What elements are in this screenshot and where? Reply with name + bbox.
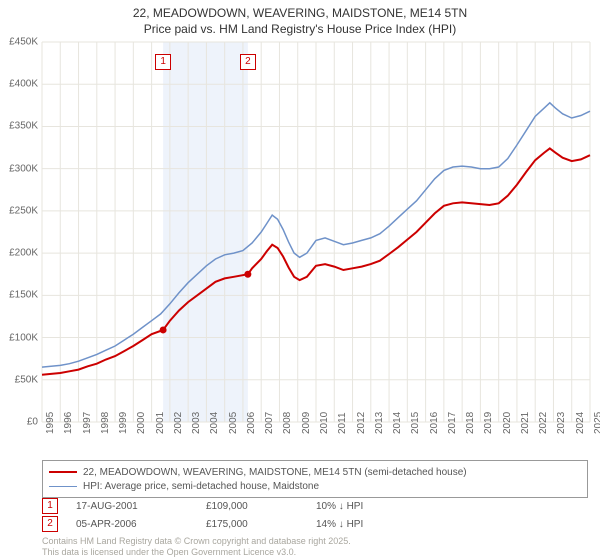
legend-box: 22, MEADOWDOWN, WEAVERING, MAIDSTONE, ME… [42,460,588,498]
sale-marker-label: 1 [47,500,53,511]
y-axis-tick-label: £300K [0,163,38,174]
y-axis-tick-label: £250K [0,205,38,216]
sale-price: £109,000 [206,501,316,512]
sale-date: 17-AUG-2001 [76,501,206,512]
x-axis-tick-label: 2025 [593,412,600,434]
attribution-line1: Contains HM Land Registry data © Crown c… [42,536,351,546]
y-axis-tick-label: £400K [0,79,38,90]
y-axis-tick-label: £450K [0,37,38,48]
legend-swatch [49,471,77,473]
legend-text: HPI: Average price, semi-detached house,… [83,481,319,492]
chart-title: 22, MEADOWDOWN, WEAVERING, MAIDSTONE, ME… [0,0,600,37]
x-axis-tick-label: 2002 [173,412,184,434]
x-axis-tick-label: 2011 [337,412,348,434]
x-axis-tick-label: 2007 [264,412,275,434]
attribution-text: Contains HM Land Registry data © Crown c… [42,536,351,558]
y-axis-tick-label: £150K [0,290,38,301]
x-axis-tick-label: 2016 [429,412,440,434]
chart-sale-marker-icon: 2 [240,54,256,70]
sales-table: 1 17-AUG-2001 £109,000 10% ↓ HPI 2 05-AP… [42,498,426,534]
x-axis-tick-label: 2017 [447,412,458,434]
attribution-line2: This data is licensed under the Open Gov… [42,547,296,557]
x-axis-tick-label: 2018 [465,412,476,434]
title-line1: 22, MEADOWDOWN, WEAVERING, MAIDSTONE, ME… [133,6,467,20]
x-axis-tick-label: 2022 [538,412,549,434]
x-axis-tick-label: 2019 [483,412,494,434]
sale-row: 1 17-AUG-2001 £109,000 10% ↓ HPI [42,498,426,514]
y-axis-tick-label: £100K [0,332,38,343]
sale-delta: 10% ↓ HPI [316,501,426,512]
chart-plot-area: 12£0£50K£100K£150K£200K£250K£300K£350K£4… [42,42,590,422]
y-axis-tick-label: £200K [0,248,38,259]
y-axis-tick-label: £350K [0,121,38,132]
sale-date: 05-APR-2006 [76,519,206,530]
chart-svg [42,42,590,422]
title-line2: Price paid vs. HM Land Registry's House … [144,22,456,36]
sale-delta: 14% ↓ HPI [316,519,426,530]
sale-marker-label: 2 [47,518,53,529]
x-axis-tick-label: 2023 [556,412,567,434]
y-axis-tick-label: £0 [0,417,38,428]
x-axis-tick-label: 2012 [356,412,367,434]
x-axis-tick-label: 2020 [502,412,513,434]
x-axis-tick-label: 2009 [301,412,312,434]
chart-container: 22, MEADOWDOWN, WEAVERING, MAIDSTONE, ME… [0,0,600,560]
x-axis-tick-label: 2003 [191,412,202,434]
sale-marker-icon: 2 [42,516,58,532]
legend-swatch [49,486,77,487]
sale-price: £175,000 [206,519,316,530]
sale-row: 2 05-APR-2006 £175,000 14% ↓ HPI [42,516,426,532]
x-axis-tick-label: 1997 [82,412,93,434]
x-axis-tick-label: 2013 [374,412,385,434]
y-axis-tick-label: £50K [0,374,38,385]
x-axis-tick-label: 1999 [118,412,129,434]
x-axis-tick-label: 2015 [410,412,421,434]
x-axis-tick-label: 1995 [45,412,56,434]
sale-marker-icon: 1 [42,498,58,514]
chart-sale-marker-icon: 1 [155,54,171,70]
x-axis-tick-label: 2006 [246,412,257,434]
x-axis-tick-label: 2005 [228,412,239,434]
legend-item: HPI: Average price, semi-detached house,… [49,479,581,493]
x-axis-tick-label: 2010 [319,412,330,434]
legend-item: 22, MEADOWDOWN, WEAVERING, MAIDSTONE, ME… [49,465,581,479]
x-axis-tick-label: 2024 [575,412,586,434]
x-axis-tick-label: 1996 [63,412,74,434]
x-axis-tick-label: 2014 [392,412,403,434]
x-axis-tick-label: 2001 [155,412,166,434]
x-axis-tick-label: 2004 [209,412,220,434]
x-axis-tick-label: 2008 [282,412,293,434]
x-axis-tick-label: 2021 [520,412,531,434]
x-axis-tick-label: 1998 [100,412,111,434]
legend-text: 22, MEADOWDOWN, WEAVERING, MAIDSTONE, ME… [83,467,467,478]
x-axis-tick-label: 2000 [136,412,147,434]
